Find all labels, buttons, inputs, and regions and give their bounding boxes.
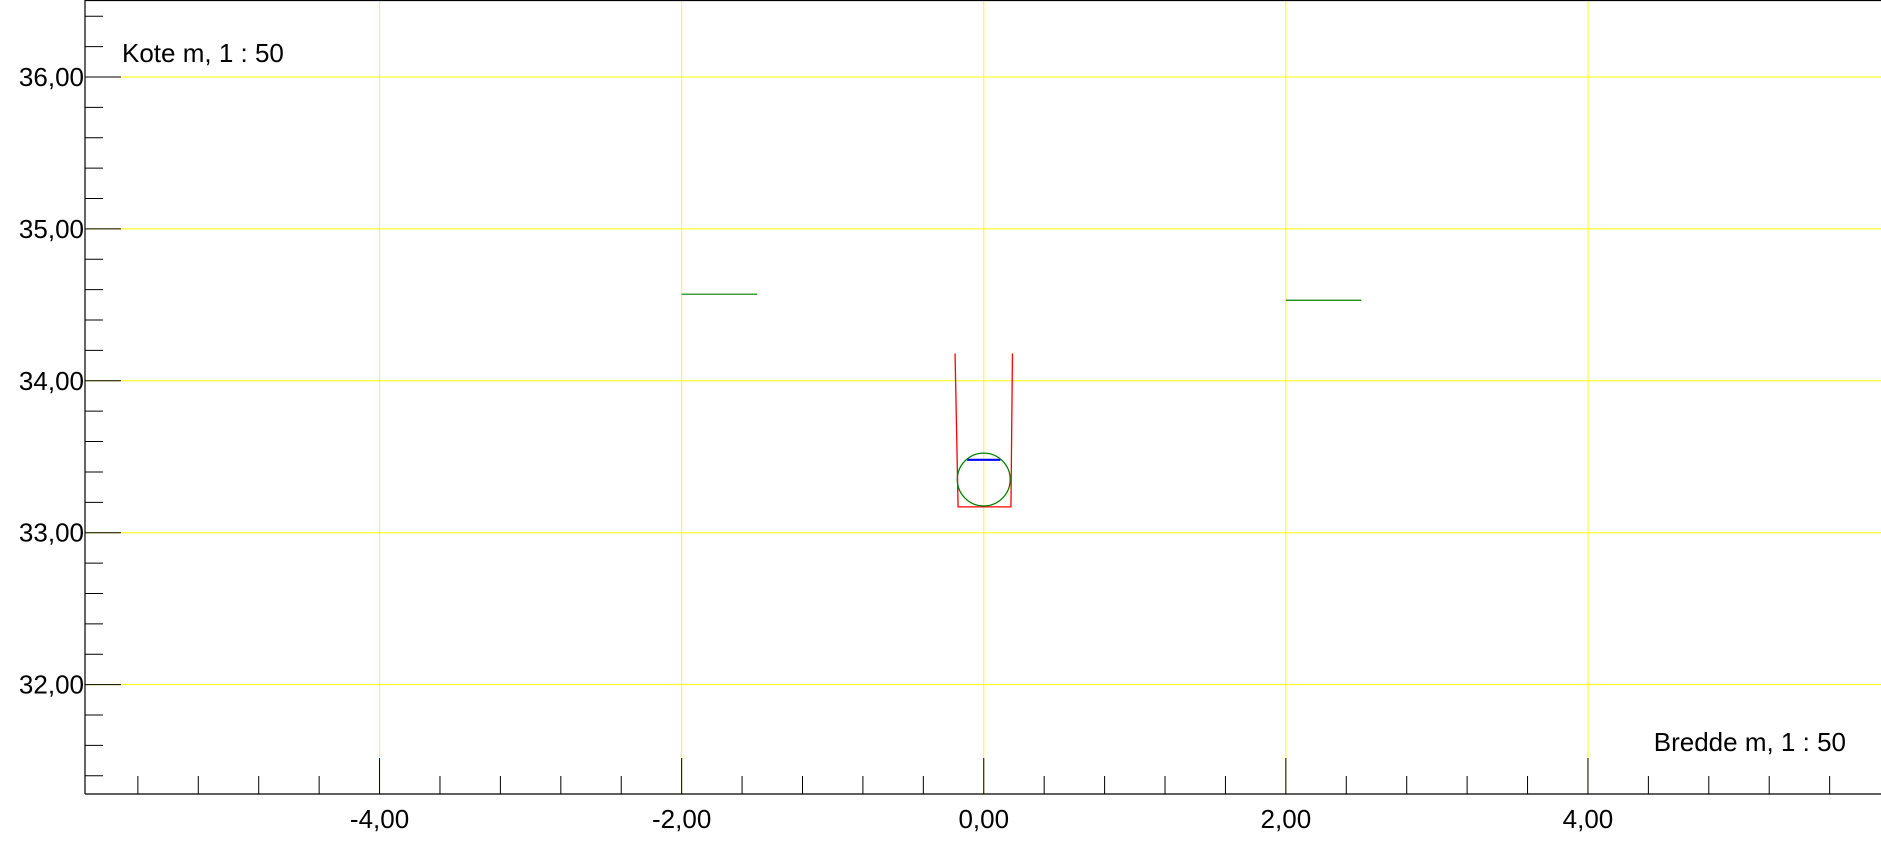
x-tick-label: -2,00 xyxy=(652,804,711,834)
x-tick-label: -4,00 xyxy=(350,804,409,834)
grid xyxy=(85,1,1881,794)
minor-ticks xyxy=(85,15,1831,794)
series xyxy=(681,293,1362,508)
axes xyxy=(84,0,1881,795)
x-tick-label: 2,00 xyxy=(1261,804,1312,834)
y-tick-label: 33,00 xyxy=(19,518,84,548)
tick-labels: -4,00 -2,00 0,00 2,00 4,00 32,00 33,00 34,00 35,… xyxy=(19,62,1613,834)
y-axis-title: Kote m, 1 : 50 xyxy=(122,38,284,68)
y-tick-label: 32,00 xyxy=(19,670,84,700)
y-tick-label: 35,00 xyxy=(19,214,84,244)
y-tick-label: 36,00 xyxy=(19,62,84,92)
y-tick-label: 34,00 xyxy=(19,366,84,396)
pipe-circle xyxy=(956,452,1011,507)
trench-outline xyxy=(954,353,1014,508)
x-tick-label: 4,00 xyxy=(1563,804,1614,834)
x-axis-title: Bredde m, 1 : 50 xyxy=(1654,727,1846,757)
x-tick-label: 0,00 xyxy=(958,804,1009,834)
